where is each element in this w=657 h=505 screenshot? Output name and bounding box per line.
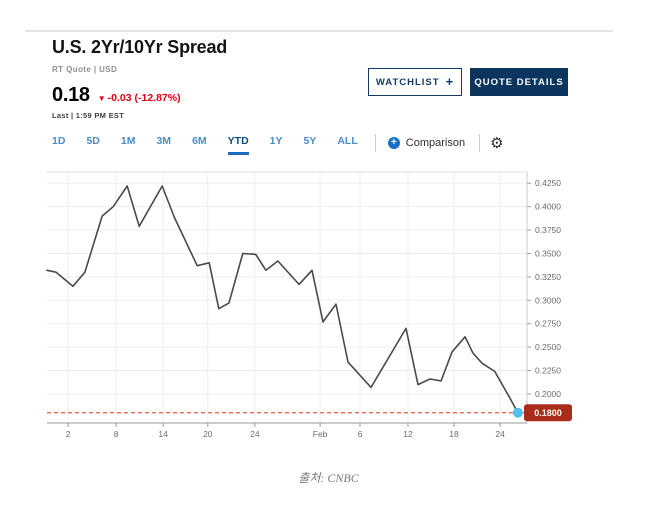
svg-text:Feb: Feb [313,429,328,439]
gear-icon[interactable]: ⚙ [490,134,504,152]
page-title: U.S. 2Yr/10Yr Spread [52,37,228,57]
range-tab-ytd[interactable]: YTD [227,132,249,155]
svg-text:0.2000: 0.2000 [535,389,561,399]
quote-details-button[interactable]: QUOTE DETAILS [470,68,568,96]
range-tab-1y[interactable]: 1Y [270,132,283,155]
plus-icon: + [445,74,455,89]
comparison-button[interactable]: + Comparison [387,137,466,149]
svg-text:0.4250: 0.4250 [535,178,561,188]
range-tab-5d[interactable]: 5D [86,132,99,155]
svg-text:0.3750: 0.3750 [535,225,561,235]
range-toolbar: 1D 5D 1M 3M 6M YTD 1Y 5Y ALL + Compariso… [52,132,504,155]
svg-text:0.2500: 0.2500 [535,342,561,352]
range-tab-1d[interactable]: 1D [52,132,65,155]
svg-text:12: 12 [403,429,413,439]
price-chart[interactable]: 2 8 14 20 24 Feb 6 12 18 24 0.4250 0.4000 0.3750 0.35… [0,165,657,445]
svg-text:0.3500: 0.3500 [535,248,561,258]
chart-svg[interactable]: 2 8 14 20 24 Feb 6 12 18 24 0.4250 0.4000 0.3750 0.35… [0,165,657,445]
svg-text:8: 8 [114,429,119,439]
svg-text:2: 2 [66,429,71,439]
last-trade-time: Last | 1:59 PM EST [52,111,125,120]
price-change-value: -0.03 (-12.87%) [107,92,181,104]
svg-text:0.2750: 0.2750 [535,319,561,329]
toolbar-divider [479,134,481,152]
svg-text:20: 20 [203,429,213,439]
quote-details-button-label: QUOTE DETAILS [474,76,564,88]
svg-text:0.3250: 0.3250 [535,272,561,282]
svg-text:0.4000: 0.4000 [535,202,561,212]
down-arrow-icon: ▼ [97,94,106,103]
comparison-label: Comparison [405,137,466,149]
svg-text:0.3000: 0.3000 [535,295,561,305]
svg-text:0.2250: 0.2250 [535,366,561,376]
watchlist-button[interactable]: WATCHLIST + [368,68,462,96]
range-tab-1m[interactable]: 1M [121,132,136,155]
svg-text:14: 14 [158,429,168,439]
range-tab-6m[interactable]: 6M [192,132,207,155]
watchlist-button-label: WATCHLIST [375,76,440,88]
source-caption: 출처: CNBC [298,471,359,485]
quote-type-label: RT Quote | USD [52,65,118,74]
current-price: 0.18 [52,84,90,106]
toolbar-divider [374,134,376,152]
svg-text:0.1800: 0.1800 [534,408,562,418]
range-tab-5y[interactable]: 5Y [304,132,317,155]
range-tab-3m[interactable]: 3M [156,132,171,155]
price-change: ▼ -0.03 (-12.87%) [98,92,181,104]
svg-text:18: 18 [449,429,459,439]
top-divider [25,30,613,32]
svg-text:6: 6 [358,429,363,439]
range-tab-all[interactable]: ALL [337,132,357,155]
add-comparison-icon: + [387,137,400,149]
svg-text:24: 24 [495,429,505,439]
price-row: 0.18 ▼ -0.03 (-12.87%) [52,84,181,107]
svg-text:24: 24 [250,429,260,439]
